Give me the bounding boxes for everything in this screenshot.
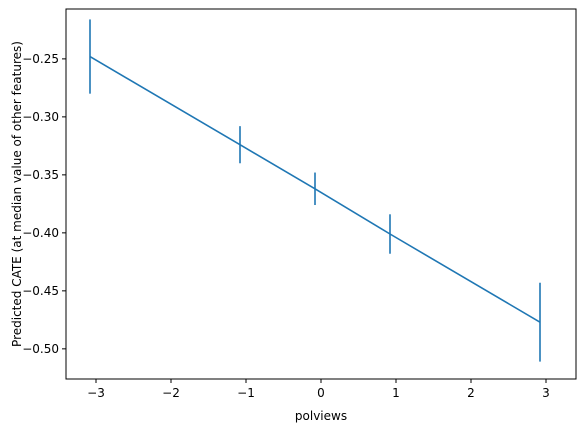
x-tick-label: −1 bbox=[237, 386, 255, 400]
y-tick-label: −0.40 bbox=[22, 226, 59, 240]
y-axis-title: Predicted CATE (at median value of other… bbox=[10, 41, 24, 347]
y-axis: −0.25 −0.30 −0.35 −0.40 −0.45 −0.50 bbox=[22, 52, 66, 356]
x-tick-label: 3 bbox=[542, 386, 550, 400]
y-tick-label: −0.45 bbox=[22, 284, 59, 298]
x-tick-label: 0 bbox=[317, 386, 325, 400]
x-tick-label: 1 bbox=[392, 386, 400, 400]
x-axis: −3 −2 −1 0 1 2 3 bbox=[87, 379, 550, 400]
y-tick-label: −0.35 bbox=[22, 168, 59, 182]
y-tick-label: −0.25 bbox=[22, 52, 59, 66]
x-tick-label: −2 bbox=[162, 386, 180, 400]
axes-frame bbox=[65, 8, 577, 380]
x-tick-label: 2 bbox=[467, 386, 475, 400]
series-layer bbox=[89, 19, 541, 362]
y-tick-label: −0.50 bbox=[22, 342, 59, 356]
x-tick-label: −3 bbox=[87, 386, 105, 400]
x-axis-title: polviews bbox=[295, 409, 347, 423]
y-tick-label: −0.30 bbox=[22, 110, 59, 124]
plot-area bbox=[65, 8, 577, 380]
